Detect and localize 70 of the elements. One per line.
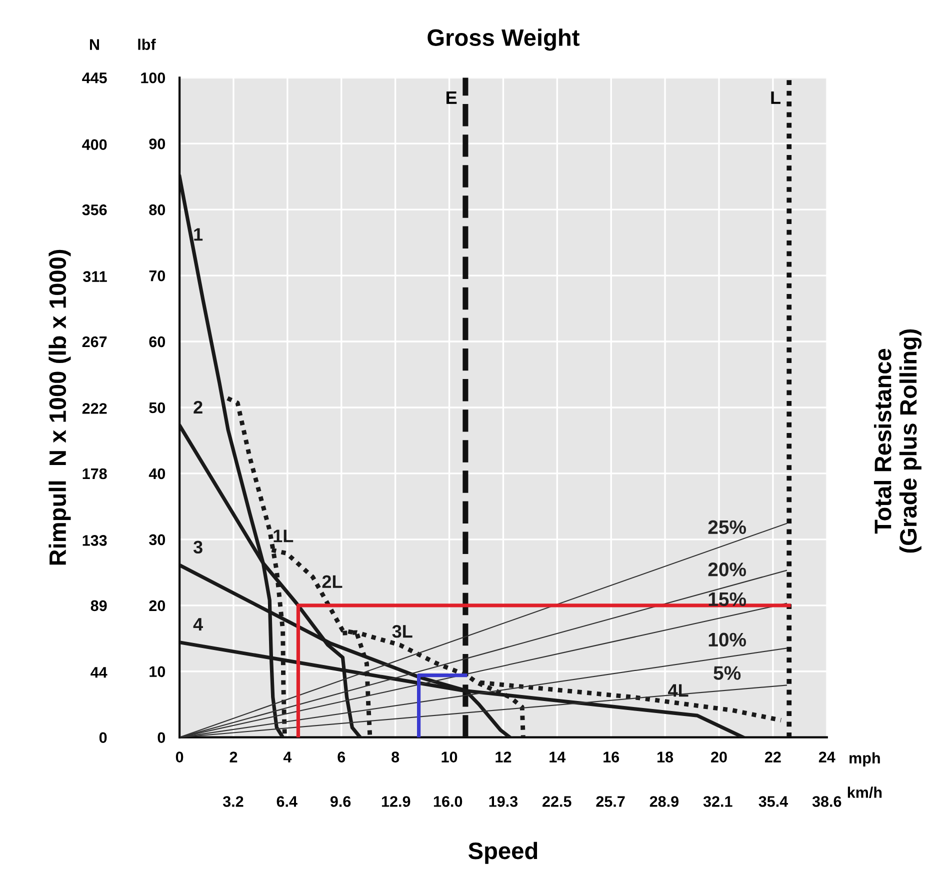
x-tick-label: 2 (230, 752, 238, 762)
series-label: 10% (708, 632, 746, 647)
series-label: 2 (194, 400, 202, 414)
y-tick-label: 100 (141, 72, 166, 84)
text: km/h (848, 786, 882, 798)
x-tick-label: 12 (496, 752, 512, 762)
x-tick-label: 24 (818, 752, 836, 762)
y2-tick-label: 311 (83, 271, 107, 282)
x2-tick-label: 3.2 (222, 796, 244, 807)
y-tick-label: 60 (149, 336, 166, 348)
series-label: 25% (708, 520, 746, 534)
ref-line-label: E (446, 91, 457, 104)
y-tick-label: 80 (149, 204, 166, 216)
x-tick-label: 18 (658, 752, 674, 762)
x2-tick-label: 12.9 (382, 796, 410, 807)
text: N (90, 39, 99, 50)
y2-axis-title: Rimpull N x 1000 (lb x 1000) (48, 250, 71, 565)
y2-tick-label: 267 (82, 336, 107, 348)
x-tick-label: 22 (764, 752, 781, 762)
series-label: 3L (392, 624, 412, 638)
series-label: 5% (714, 666, 741, 680)
x-tick-label: 8 (392, 752, 400, 762)
x-tick-label: 20 (711, 752, 727, 762)
x2-tick-label: 25.7 (596, 796, 625, 807)
series-label: 1 (194, 228, 203, 241)
x-tick-label: 14 (550, 752, 566, 762)
x-tick-label: 6 (338, 752, 346, 762)
x-tick-label: 4 (283, 752, 292, 762)
y-tick-label: 90 (149, 138, 166, 150)
x2-tick-label: 9.6 (330, 796, 351, 807)
x-axis-title: Speed (468, 842, 538, 864)
x2-tick-label: 19.3 (489, 796, 518, 807)
y-tick-label: 0 (158, 732, 166, 744)
series-label: 4L (668, 684, 688, 697)
y-tick-label: 20 (149, 600, 166, 612)
y2-tick-label: 356 (82, 204, 107, 216)
series-label: 4 (193, 618, 203, 631)
y-tick-label: 40 (148, 468, 166, 480)
x2-tick-label: 38.6 (812, 796, 842, 807)
chart-title: Gross Weight (428, 28, 580, 51)
y2-tick-label: 0 (99, 732, 107, 744)
y2-tick-label: 400 (82, 139, 107, 150)
series-label: 20% (708, 562, 746, 576)
y2-tick-label: 89 (90, 600, 107, 612)
x2-tick-label: 22.5 (542, 796, 572, 807)
series-label: 3 (193, 540, 202, 554)
ref-line-label: L (771, 91, 780, 104)
y2-tick-label: 44 (90, 667, 108, 678)
y-tick-label: 10 (150, 666, 166, 678)
x-tick-label: 16 (604, 752, 620, 762)
text: lbf (138, 38, 156, 50)
text: Total Resistance (Grade plus Rolling) (874, 329, 922, 553)
text: mph (850, 752, 880, 767)
y-tick-label: 70 (149, 270, 166, 282)
x2-tick-label: 28.9 (650, 796, 679, 807)
y2-tick-label: 178 (82, 468, 107, 480)
x2-tick-label: 35.4 (758, 796, 788, 807)
x2-tick-label: 6.4 (276, 796, 298, 807)
x2-tick-label: 16.0 (434, 796, 462, 807)
y2-tick-label: 222 (82, 403, 107, 414)
series-label: 15% (708, 592, 746, 606)
series-label: 1L (274, 530, 294, 542)
y2-tick-label: 445 (82, 72, 107, 84)
y-tick-label: 50 (149, 402, 166, 414)
y-tick-label: 30 (149, 534, 166, 546)
series-label: 2L (322, 575, 342, 588)
x2-tick-label: 32.1 (703, 796, 732, 807)
y2-tick-label: 133 (82, 535, 107, 546)
x-tick-label: 0 (176, 752, 184, 762)
x-tick-label: 10 (442, 752, 458, 762)
